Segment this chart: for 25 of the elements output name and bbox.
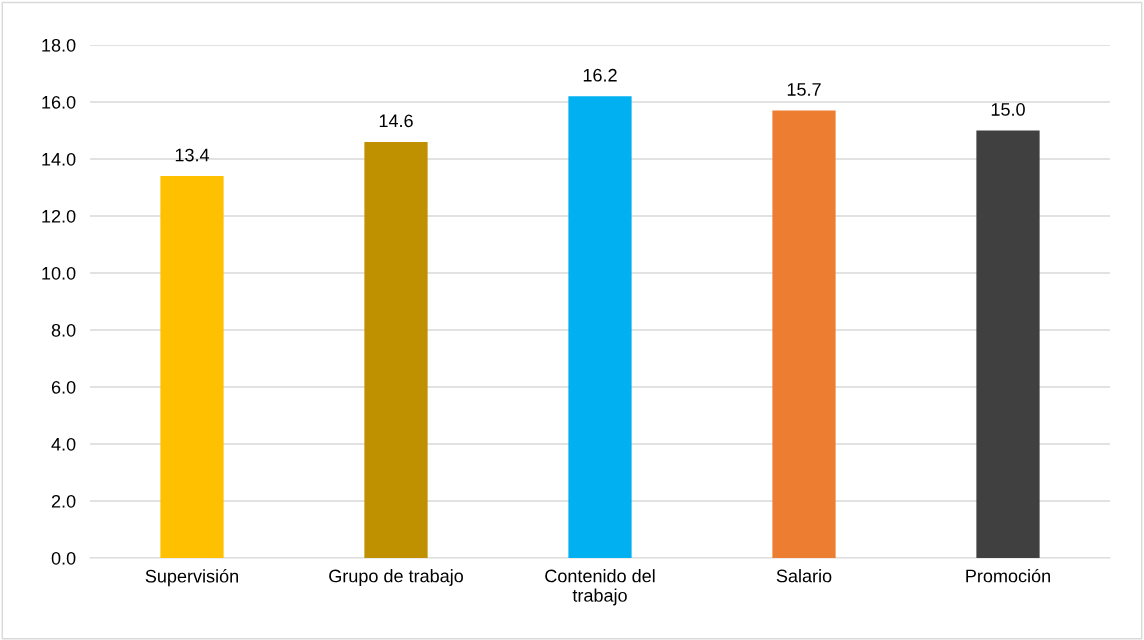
data-label: 14.6 — [379, 114, 413, 128]
y-tick-label: 10.0 — [42, 266, 76, 280]
bar — [568, 96, 632, 558]
y-tick-label: 16.0 — [42, 95, 76, 109]
bar — [160, 176, 224, 558]
bar — [976, 130, 1040, 558]
data-label: 16.2 — [583, 68, 617, 82]
x-tick-label: Contenido del trabajo — [545, 569, 655, 606]
y-tick-label: 8.0 — [51, 323, 76, 337]
x-tick-label: Salario — [776, 569, 832, 583]
data-label: 13.4 — [175, 148, 210, 162]
y-tick-label: 6.0 — [51, 380, 76, 394]
y-tick-label: 0.0 — [51, 551, 76, 565]
y-tick-label: 18.0 — [42, 38, 76, 52]
y-tick-label: 4.0 — [51, 437, 76, 451]
y-tick-label: 2.0 — [51, 494, 76, 508]
x-tick-label: Supervisión — [145, 569, 238, 587]
bar — [364, 141, 428, 558]
bar — [772, 110, 836, 558]
y-tick-label: 14.0 — [42, 152, 76, 166]
x-tick-label: Grupo de trabajo — [329, 569, 463, 586]
data-label: 15.0 — [991, 103, 1025, 116]
data-label: 15.7 — [787, 83, 821, 96]
y-tick-label: 12.0 — [42, 209, 76, 223]
x-tick-label: Promoción — [966, 568, 1050, 583]
